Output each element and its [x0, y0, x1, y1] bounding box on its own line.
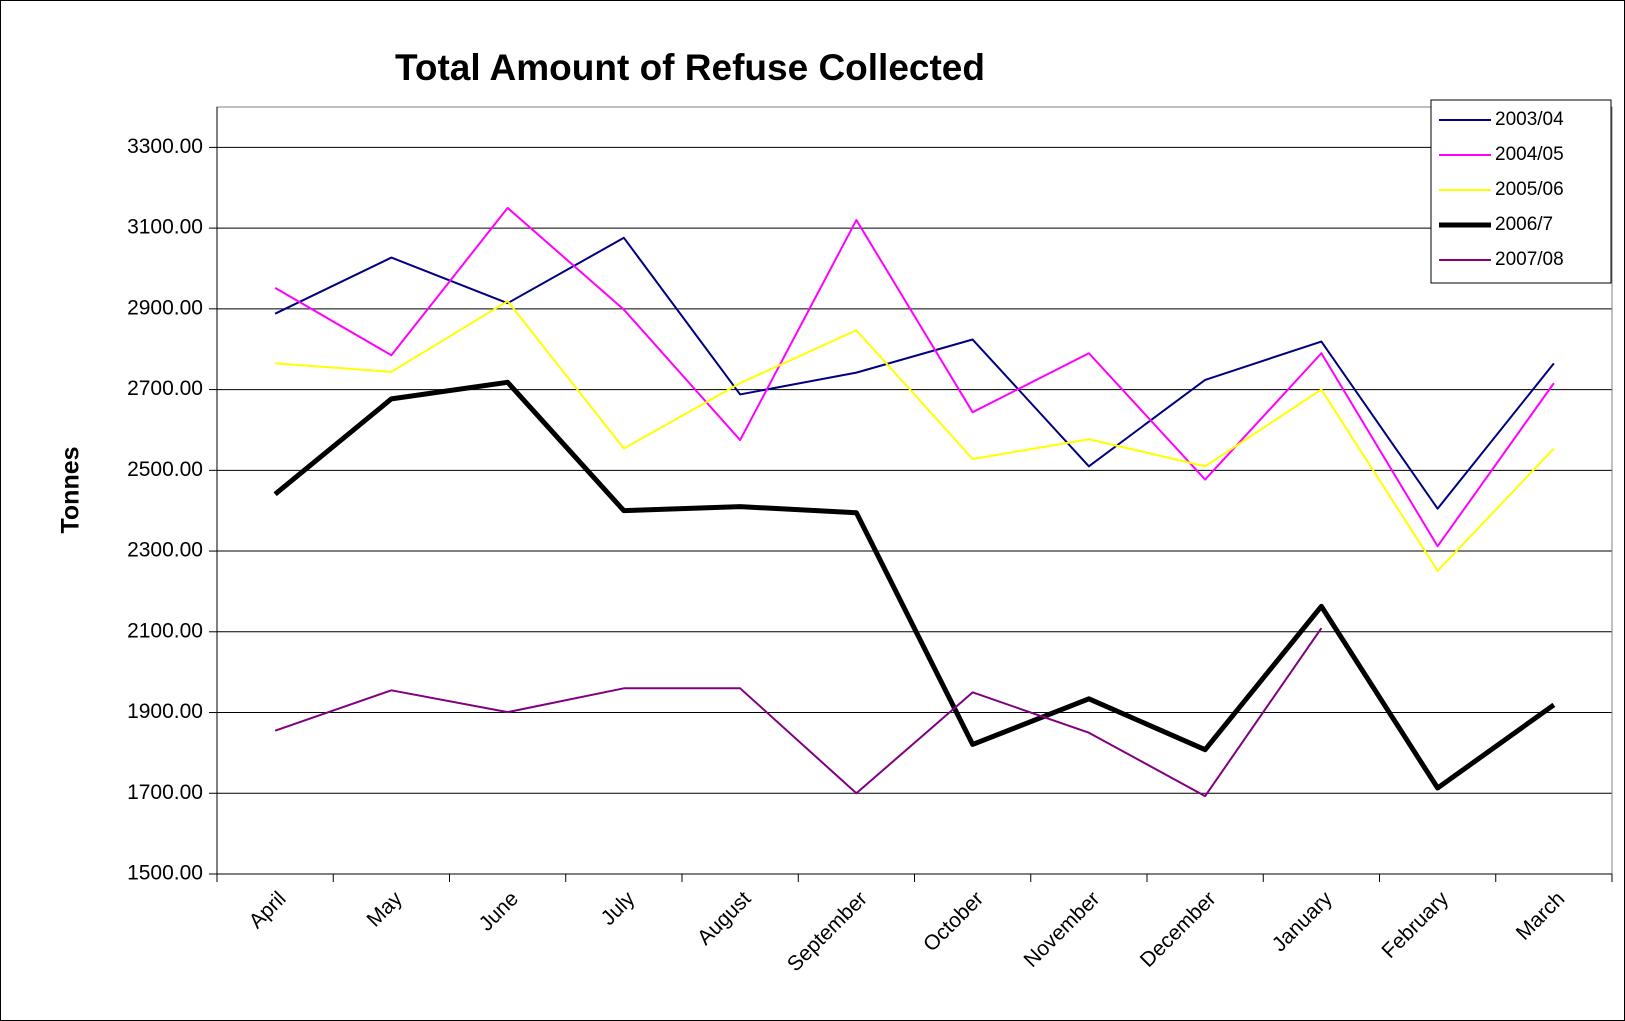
- legend-label: 2004/05: [1495, 144, 1564, 165]
- legend-label: 2007/08: [1495, 249, 1564, 270]
- y-tick-label: 2300.00: [127, 539, 203, 562]
- y-tick-label: 2500.00: [127, 458, 203, 481]
- y-tick-label: 1900.00: [127, 700, 203, 723]
- series-line: [274, 206, 1555, 548]
- y-tick-label: 2700.00: [127, 377, 203, 400]
- y-tick-label: 1500.00: [127, 862, 203, 885]
- y-tick-label: 2100.00: [127, 619, 203, 642]
- series-line: [275, 300, 1555, 572]
- legend-label: 2003/04: [1495, 109, 1564, 130]
- y-tick-label: 3300.00: [127, 135, 203, 158]
- legend: 2003/04 2004/05 2005/06 2006/7 2007/08: [1430, 99, 1612, 284]
- series-line: [274, 236, 1555, 510]
- series-line: [273, 379, 1556, 791]
- y-tick-label: 3100.00: [127, 216, 203, 239]
- legend-label: 2006/7: [1495, 214, 1553, 235]
- legend-label: 2005/06: [1495, 179, 1564, 200]
- legend-box: [1430, 99, 1612, 284]
- series-line: [274, 627, 1323, 798]
- chart-title: Total Amount of Refuse Collected: [395, 47, 985, 88]
- y-axis-label: Tonnes: [57, 446, 85, 533]
- y-tick-label: 1700.00: [127, 781, 203, 804]
- y-tick-label: 2900.00: [127, 296, 203, 319]
